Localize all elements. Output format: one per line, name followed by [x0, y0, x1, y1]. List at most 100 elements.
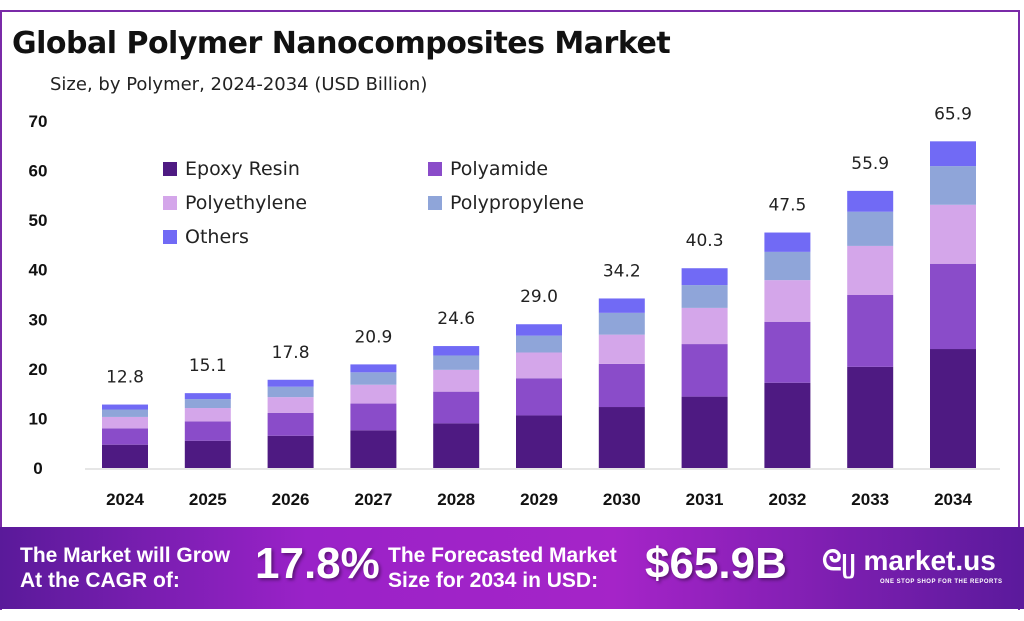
x-tick-label: 2025 [189, 490, 227, 509]
x-tick-label: 2024 [106, 490, 144, 509]
bar-segment-others [930, 141, 976, 167]
legend-label: Polyethylene [185, 192, 307, 214]
bar-segment-epoxy-resin [930, 349, 976, 468]
x-tick-label: 2030 [603, 490, 641, 509]
bar-segment-polyethylene [350, 384, 397, 404]
legend-label: Others [185, 226, 249, 248]
bar-segment-epoxy-resin [764, 382, 811, 468]
summary-banner: The Market will Grow At the CAGR of: 17.… [0, 527, 1024, 609]
bar-segment-epoxy-resin [102, 444, 148, 468]
total-data-label: 29.0 [520, 287, 558, 307]
bar-segment-epoxy-resin [350, 430, 397, 468]
y-tick-label: 30 [29, 310, 48, 329]
forecast-label: The Forecasted Market Size for 2034 in U… [388, 543, 617, 593]
x-tick-label: 2026 [272, 490, 310, 509]
bar-segment-others [267, 379, 314, 387]
bar-segment-epoxy-resin [847, 366, 894, 468]
legend-swatch [163, 196, 177, 210]
legend-label: Epoxy Resin [185, 158, 300, 180]
total-data-label: 15.1 [189, 356, 227, 376]
bar-segment-polyethylene [764, 280, 811, 322]
bar-segment-polypropylene [764, 251, 811, 281]
bar-segment-polypropylene [847, 211, 894, 246]
bar-segment-epoxy-resin [184, 440, 231, 468]
total-data-label: 24.6 [437, 309, 475, 329]
total-data-label: 20.9 [354, 327, 392, 347]
bar-segment-polyethylene [681, 307, 728, 345]
legend-swatch [163, 230, 177, 244]
bar-segment-polyamide [267, 412, 314, 436]
bar-segment-epoxy-resin [267, 435, 314, 468]
x-tick-label: 2029 [520, 490, 558, 509]
bar-segment-polyamide [681, 344, 728, 397]
market-us-logo: ᘓᥩ market.us [822, 545, 996, 578]
bar-segment-others [847, 190, 894, 212]
bar-segment-polyethylene [433, 369, 480, 392]
x-tick-label: 2033 [851, 490, 889, 509]
logo-tagline: ONE STOP SHOP FOR THE REPORTS [880, 579, 1003, 585]
logo-icon: ᘓᥩ [822, 545, 864, 576]
frame-border [0, 10, 1020, 610]
bar-segment-polypropylene [267, 386, 314, 398]
x-tick-label: 2032 [768, 490, 806, 509]
bar-segment-others [516, 324, 562, 336]
x-tick-label: 2034 [934, 490, 972, 509]
bar-segment-others [102, 404, 148, 410]
y-tick-label: 40 [29, 261, 48, 280]
y-tick-label: 10 [29, 409, 48, 428]
total-data-label: 55.9 [851, 154, 889, 174]
legend-label: Polyamide [450, 158, 548, 180]
bar-segment-others [598, 298, 645, 313]
bar-segment-polypropylene [102, 409, 148, 417]
total-data-label: 47.5 [768, 196, 806, 216]
cagr-label-line1: The Market will Grow [20, 544, 231, 567]
stacked-bar-chart: 01020304050607012.8202415.1202517.820262… [29, 104, 1000, 509]
bar-segment-polyamide [930, 263, 976, 350]
logo-text: market.us [863, 545, 996, 576]
bar-segment-polyamide [847, 294, 894, 367]
total-data-label: 65.9 [934, 104, 972, 124]
bar-segment-polyamide [598, 363, 645, 408]
bar-segment-polyamide [764, 321, 811, 383]
bar-segment-polyethylene [102, 416, 148, 429]
y-tick-label: 0 [33, 459, 42, 478]
bar-segment-polyethylene [516, 352, 562, 379]
legend-swatch [428, 162, 442, 176]
x-tick-label: 2027 [354, 490, 392, 509]
y-tick-label: 60 [29, 162, 48, 181]
x-tick-label: 2031 [686, 490, 724, 509]
bar-segment-others [764, 232, 811, 252]
cagr-value: 17.8% [255, 539, 380, 588]
total-data-label: 12.8 [106, 368, 144, 388]
bar-segment-polyamide [433, 391, 480, 424]
chart-title: Global Polymer Nanocomposites Market [12, 26, 671, 61]
cagr-label: The Market will Grow At the CAGR of: [20, 543, 230, 593]
bar-segment-polyethylene [847, 245, 894, 295]
bar-segment-others [184, 393, 231, 400]
bar-segment-polyethylene [930, 204, 976, 264]
bar-segment-polypropylene [598, 312, 645, 335]
bar-segment-polypropylene [350, 372, 397, 385]
bar-segment-epoxy-resin [433, 423, 480, 468]
bar-segment-polyethylene [598, 334, 645, 364]
bar-segment-epoxy-resin [681, 396, 728, 468]
cagr-label-line2: At the CAGR of: [20, 569, 180, 592]
forecast-label-line2: Size for 2034 in USD: [388, 569, 599, 592]
bar-segment-polypropylene [516, 335, 562, 353]
bar-segment-polypropylene [184, 399, 231, 409]
x-tick-label: 2028 [437, 490, 475, 509]
bar-segment-polypropylene [930, 166, 976, 205]
bar-segment-polypropylene [433, 355, 480, 370]
bar-segment-others [433, 346, 480, 356]
bar-segment-epoxy-resin [598, 407, 645, 468]
bar-segment-polyethylene [184, 408, 231, 422]
total-data-label: 17.8 [272, 343, 310, 363]
bar-segment-polyamide [516, 378, 562, 416]
y-tick-label: 70 [29, 112, 48, 131]
total-data-label: 34.2 [603, 261, 641, 281]
chart-subtitle: Size, by Polymer, 2024-2034 (USD Billion… [50, 74, 428, 95]
bar-segment-polyethylene [267, 397, 314, 413]
forecast-value: $65.9B [645, 539, 787, 588]
bar-segment-polyamide [102, 428, 148, 445]
